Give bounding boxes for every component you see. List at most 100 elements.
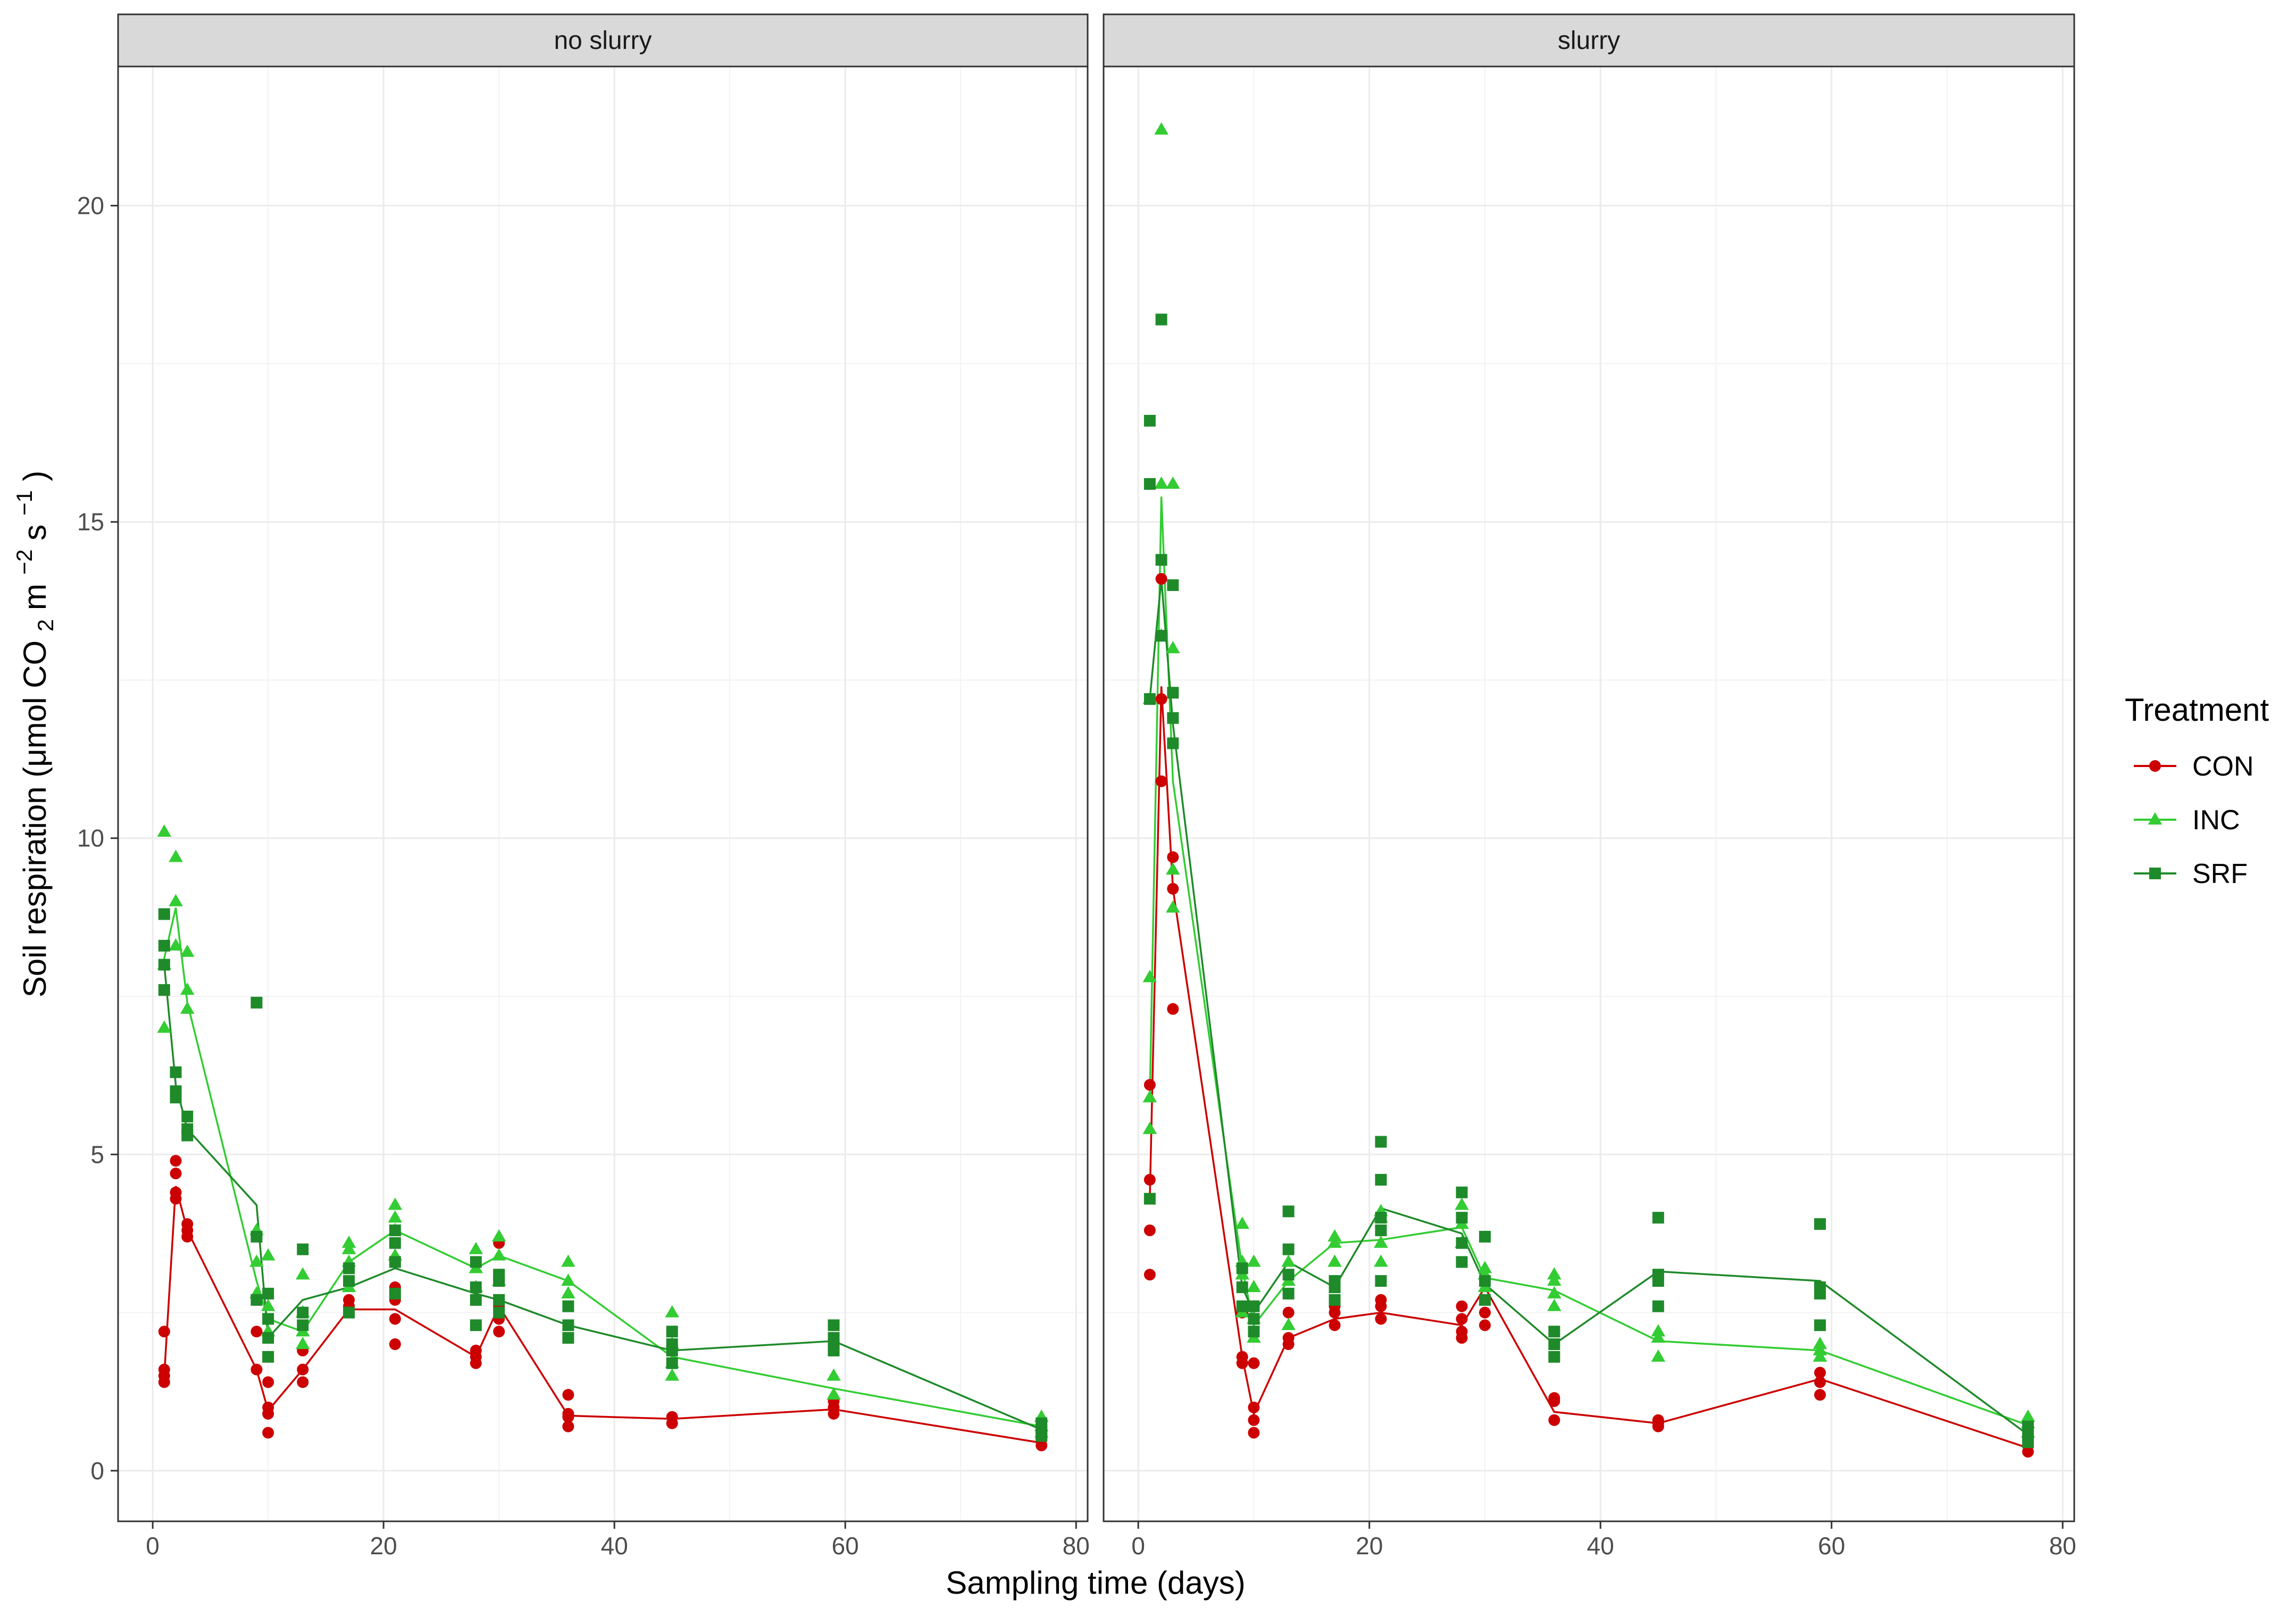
data-point-con	[262, 1376, 274, 1388]
data-point-con	[1248, 1357, 1260, 1369]
data-point-inc	[1477, 1261, 1492, 1273]
data-point-inc	[388, 1197, 403, 1210]
legend-key-marker	[2149, 868, 2161, 879]
data-point-con	[666, 1411, 678, 1423]
data-point-con	[1248, 1401, 1260, 1413]
data-point-inc	[1813, 1343, 1827, 1356]
data-point-con	[1155, 573, 1167, 585]
plot-area	[1104, 66, 2074, 1521]
data-point-srf	[1236, 1262, 1248, 1275]
data-point-con	[1375, 1313, 1387, 1325]
data-point-con	[1155, 693, 1167, 705]
panel-border	[117, 65, 1089, 1522]
data-point-inc	[295, 1267, 310, 1280]
data-point-srf	[1236, 1300, 1248, 1312]
data-point-srf	[1155, 630, 1167, 642]
data-point-con	[562, 1407, 574, 1420]
data-point-inc	[1142, 1090, 1157, 1103]
data-point-srf	[251, 1230, 263, 1243]
data-point-inc	[2021, 1409, 2035, 1422]
data-point-srf	[1167, 579, 1179, 592]
data-point-srf	[262, 1313, 274, 1325]
series-line-con	[1149, 686, 2028, 1449]
data-point-srf	[1456, 1237, 1468, 1249]
x-tick-label: 20	[370, 1532, 397, 1560]
data-point-srf	[1282, 1287, 1295, 1300]
data-point-srf	[1814, 1218, 1826, 1230]
data-point-srf	[562, 1319, 574, 1331]
legend-label: INC	[2192, 805, 2240, 836]
facet-strip	[1103, 13, 2075, 68]
y-axis-title-co2-subscript: 2	[33, 619, 58, 631]
data-point-inc	[469, 1242, 483, 1254]
data-point-srf	[493, 1294, 505, 1306]
data-point-con	[1143, 1079, 1156, 1091]
data-point-srf	[1548, 1326, 1560, 1338]
data-point-con	[181, 1218, 194, 1230]
data-point-srf	[262, 1332, 274, 1344]
data-point-srf	[1814, 1281, 1826, 1294]
data-point-inc	[180, 1001, 195, 1014]
data-point-con	[1456, 1300, 1468, 1312]
data-point-srf	[1652, 1269, 1664, 1281]
data-point-srf	[2022, 1420, 2034, 1432]
data-point-srf	[389, 1225, 401, 1236]
data-point-srf	[1652, 1300, 1664, 1312]
data-point-inc	[1281, 1254, 1296, 1267]
data-point-con	[1814, 1389, 1826, 1401]
data-point-srf	[158, 939, 170, 952]
data-point-inc	[1166, 476, 1180, 489]
series-line-srf	[163, 964, 1042, 1431]
data-point-srf	[1282, 1243, 1295, 1255]
data-point-srf	[1167, 737, 1179, 749]
data-point-con	[1167, 851, 1179, 863]
data-point-srf	[251, 1294, 263, 1306]
data-point-con	[1456, 1326, 1468, 1338]
data-point-inc	[665, 1305, 680, 1318]
data-point-inc	[341, 1242, 356, 1254]
data-point-con	[1814, 1367, 1826, 1379]
data-point-con	[1375, 1294, 1387, 1306]
y-axis-title-unit-s: s	[17, 524, 53, 540]
data-point-srf	[262, 1351, 274, 1363]
series-points-con	[1143, 573, 2034, 1458]
data-point-con	[562, 1420, 574, 1432]
data-point-inc	[1235, 1217, 1250, 1229]
data-point-inc	[1813, 1349, 1827, 1362]
data-point-srf	[1479, 1275, 1491, 1287]
x-tick-label: 0	[1131, 1532, 1145, 1560]
x-tick-label: 80	[1063, 1532, 1090, 1560]
data-point-inc	[561, 1254, 575, 1267]
series-line-inc	[163, 907, 1042, 1428]
data-point-con	[1248, 1427, 1260, 1439]
data-point-con	[1143, 1173, 1156, 1186]
data-point-srf	[493, 1269, 505, 1281]
plot-area	[118, 66, 1088, 1521]
data-point-srf	[2022, 1436, 2034, 1448]
data-point-srf	[1167, 687, 1179, 699]
data-point-con	[389, 1313, 401, 1325]
data-point-inc	[491, 1248, 506, 1261]
data-point-inc	[388, 1210, 403, 1223]
data-point-srf	[251, 996, 263, 1009]
data-point-inc	[169, 894, 183, 906]
data-point-inc	[1813, 1337, 1827, 1350]
data-point-inc	[1547, 1273, 1562, 1286]
data-point-srf	[158, 908, 170, 920]
legend-key-marker	[2148, 812, 2163, 825]
series-points-srf	[158, 908, 1048, 1442]
data-point-inc	[261, 1298, 275, 1311]
data-point-inc	[1651, 1349, 1666, 1362]
data-point-con	[262, 1401, 274, 1413]
series-line-con	[163, 1186, 1042, 1444]
data-point-con	[251, 1363, 263, 1376]
data-point-srf	[1167, 712, 1179, 724]
data-point-inc	[1455, 1197, 1469, 1210]
data-point-con	[1456, 1313, 1468, 1325]
data-point-srf	[1456, 1186, 1468, 1198]
data-point-inc	[1374, 1254, 1388, 1267]
data-point-srf	[158, 984, 170, 996]
data-point-inc	[169, 849, 183, 862]
